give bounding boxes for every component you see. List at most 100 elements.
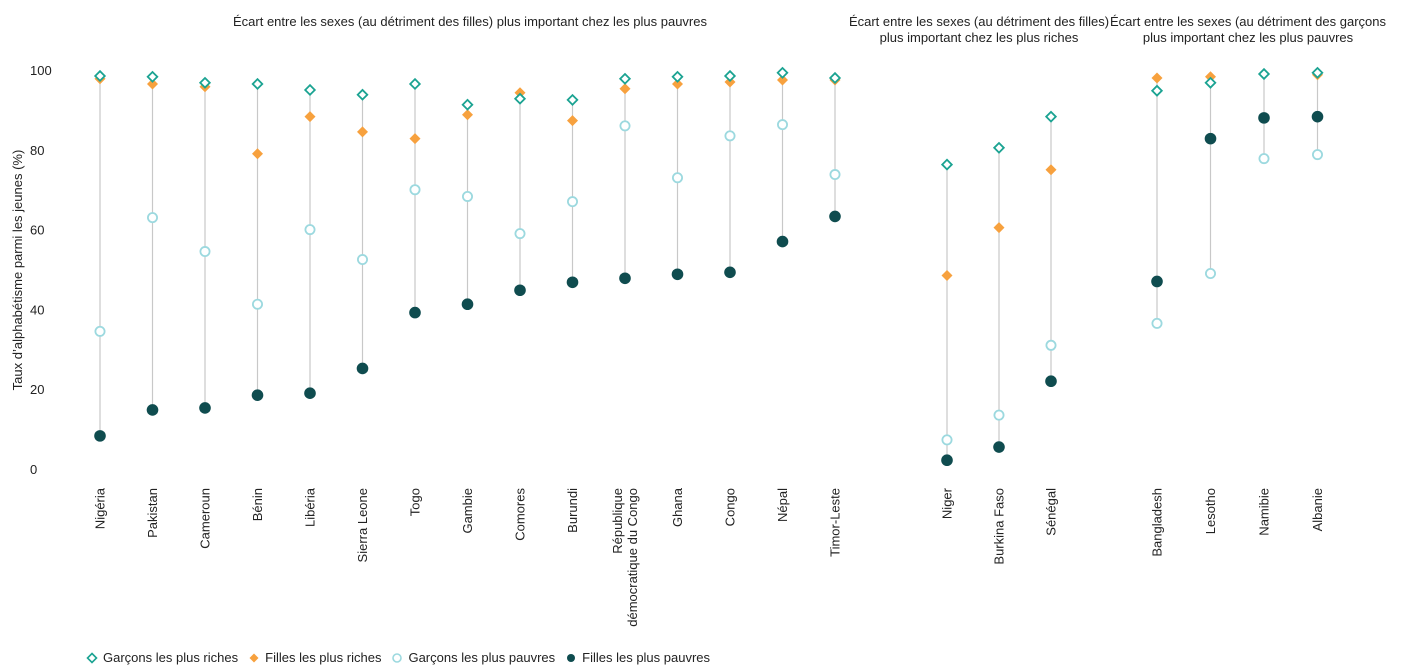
- category-label: Burundi: [565, 488, 580, 533]
- point-richest-girls: [941, 269, 953, 281]
- point-richest-boys: [940, 158, 954, 171]
- group-title: plus important chez les plus riches: [880, 30, 1079, 45]
- point-richest-boys: [566, 93, 579, 106]
- point-richest-boys: [1257, 67, 1271, 81]
- point-richest-girls: [252, 148, 263, 160]
- point-poorest-boys: [1205, 267, 1217, 279]
- point-poorest-girls: [514, 284, 526, 297]
- y-tick-label: 60: [30, 223, 44, 238]
- point-richest-boys: [1044, 110, 1058, 123]
- point-poorest-girls: [829, 210, 841, 223]
- category-label: Sénégal: [1044, 488, 1059, 536]
- point-poorest-girls: [671, 268, 684, 281]
- point-poorest-boys: [304, 224, 316, 236]
- point-richest-girls: [409, 133, 421, 145]
- point-richest-boys: [461, 98, 474, 111]
- group-title: Écart entre les sexes (au détriment des …: [233, 14, 707, 29]
- category-label-line: Timor-Leste: [828, 488, 843, 557]
- point-poorest-girls: [619, 272, 631, 285]
- point-poorest-boys: [1045, 339, 1057, 351]
- point-poorest-boys: [724, 130, 736, 142]
- legend-marker: [249, 653, 259, 662]
- point-richest-boys: [303, 83, 317, 97]
- point-richest-boys: [146, 70, 159, 83]
- point-richest-boys: [618, 72, 632, 85]
- category-label: Nigéria: [93, 487, 108, 529]
- group-title: plus important chez les plus pauvres: [1143, 30, 1354, 45]
- point-poorest-girls: [146, 404, 159, 416]
- point-poorest-boys: [409, 184, 421, 196]
- point-poorest-boys: [146, 212, 158, 224]
- point-poorest-girls: [304, 387, 316, 399]
- legend-item: Filles les plus pauvres: [565, 650, 710, 665]
- category-label: Namibie: [1257, 488, 1272, 536]
- point-poorest-girls: [356, 362, 369, 375]
- category-label: Ghana: [670, 487, 685, 527]
- point-poorest-boys: [619, 120, 631, 132]
- point-richest-boys: [251, 77, 264, 91]
- point-richest-boys: [723, 69, 737, 83]
- legend-label: Garçons les plus riches: [103, 650, 239, 665]
- point-richest-girls: [672, 78, 683, 90]
- y-tick-label: 40: [30, 302, 44, 317]
- category-label-line: Albanie: [1310, 488, 1325, 531]
- point-poorest-girls: [1204, 132, 1217, 145]
- category-label: Lesotho: [1203, 488, 1218, 534]
- point-poorest-girls: [941, 454, 953, 467]
- legend-item: Garçons les plus riches: [86, 650, 238, 665]
- point-poorest-girls: [1258, 112, 1270, 124]
- point-poorest-boys: [777, 119, 789, 131]
- category-label-line: Cameroun: [198, 488, 213, 549]
- point-poorest-girls: [461, 298, 474, 311]
- category-label-line: Ghana: [670, 487, 685, 527]
- category-label: Niger: [940, 487, 955, 519]
- point-poorest-girls: [1311, 110, 1324, 123]
- point-richest-boys: [992, 141, 1006, 154]
- point-poorest-boys: [199, 246, 211, 258]
- category-label: Congo: [723, 488, 738, 526]
- category-label-line: Burkina Faso: [992, 488, 1007, 565]
- legend-item: Garçons les plus pauvres: [391, 650, 555, 665]
- legend-marker: [392, 652, 403, 663]
- point-richest-boys: [93, 69, 107, 83]
- point-poorest-girls: [566, 276, 579, 289]
- point-poorest-boys: [461, 190, 473, 202]
- point-richest-girls: [1045, 164, 1057, 176]
- point-poorest-boys: [94, 325, 106, 337]
- legend-label: Filles les plus riches: [265, 650, 382, 665]
- point-richest-girls: [147, 78, 158, 90]
- category-label-line: Lesotho: [1203, 488, 1218, 534]
- point-poorest-boys: [1312, 149, 1324, 161]
- legend-label: Filles les plus pauvres: [582, 650, 711, 665]
- point-poorest-boys: [567, 196, 579, 208]
- point-richest-boys: [828, 71, 842, 85]
- category-label-line: Népal: [775, 488, 790, 522]
- point-poorest-boys: [993, 409, 1005, 421]
- category-label-line: Pakistan: [145, 488, 160, 538]
- point-richest-boys: [356, 88, 369, 101]
- category-label-line: Burundi: [565, 488, 580, 533]
- point-poorest-boys: [356, 254, 368, 266]
- point-richest-boys: [1311, 66, 1324, 79]
- point-richest-girls: [619, 83, 631, 95]
- point-richest-girls: [993, 222, 1005, 234]
- point-richest-boys: [1204, 76, 1217, 89]
- point-poorest-girls: [94, 430, 106, 442]
- point-poorest-girls: [251, 389, 264, 401]
- point-poorest-girls: [199, 402, 211, 414]
- y-axis-title: Taux d’alphabétisme parmi les jeunes (%): [10, 150, 25, 391]
- point-richest-girls: [357, 126, 368, 138]
- y-tick-label: 20: [30, 382, 44, 397]
- point-poorest-girls: [1151, 275, 1163, 288]
- category-label-line: Togo: [408, 488, 423, 516]
- category-label-line: Gambie: [460, 488, 475, 534]
- category-label-line: Congo: [723, 488, 738, 526]
- point-richest-boys: [408, 77, 422, 91]
- category-label: Pakistan: [145, 488, 160, 538]
- category-label: Burkina Faso: [992, 488, 1007, 565]
- category-label: Albanie: [1310, 488, 1325, 531]
- point-poorest-girls: [776, 235, 789, 248]
- y-tick-label: 100: [30, 63, 52, 78]
- category-label-line: Libéria: [303, 487, 318, 527]
